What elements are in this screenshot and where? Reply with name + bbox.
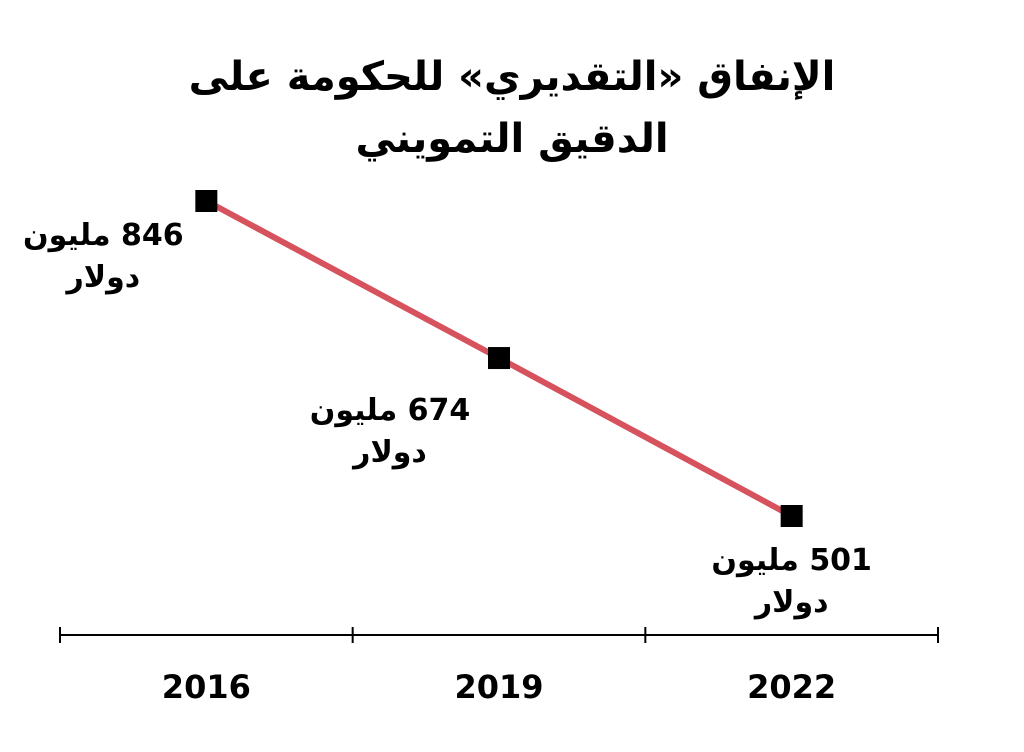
value-label: 674 مليون دولار — [309, 393, 471, 471]
x-tick-label: 2016 — [162, 668, 251, 706]
value-label: 501 مليون دولار — [711, 543, 872, 620]
x-tick-label: 2019 — [454, 668, 543, 706]
marker — [488, 347, 510, 370]
x-tick-label: 2022 — [747, 668, 836, 706]
value-label: 846 مليون دولار — [23, 218, 184, 295]
marker — [195, 190, 218, 212]
marker — [780, 505, 803, 527]
chart-title: الإنفاق «التقديري» للحكومة على الدقيق ال… — [188, 54, 836, 162]
